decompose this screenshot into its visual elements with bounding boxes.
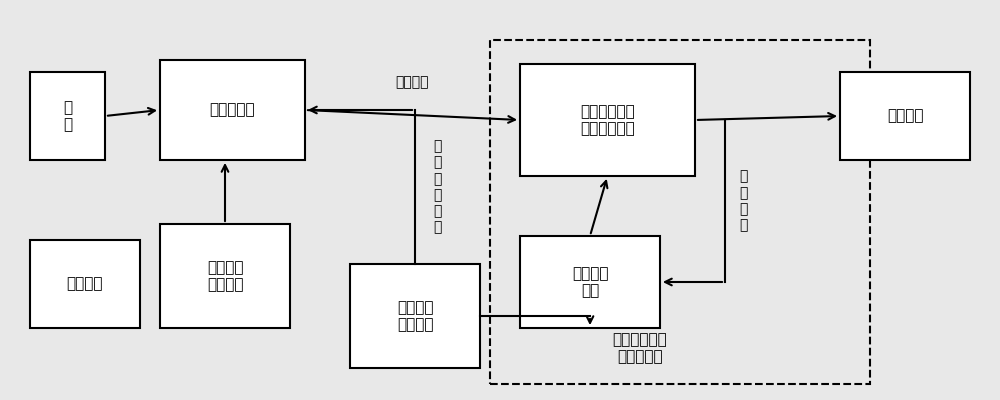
Text: 偏
置
补
偿
作
用: 偏 置 补 偿 作 用 [433,140,441,234]
Text: 相位补偿
作用: 相位补偿 作用 [572,266,608,298]
Bar [520,64,695,176]
Bar [840,72,970,160]
Bar [520,236,660,328]
Text: 一般形式差分
运算放大电路: 一般形式差分 运算放大电路 [580,104,635,136]
Bar [160,224,290,328]
Text: 参考电压
产生电路: 参考电压 产生电路 [397,300,433,332]
Text: 放
置: 放 置 [63,100,72,132]
Bar [490,40,870,384]
Bar [30,72,105,160]
Text: 反
馈
回
路: 反 馈 回 路 [739,170,747,232]
Text: 巨磁阻芯片: 巨磁阻芯片 [210,102,255,118]
Text: 偏置磁场
发生电路: 偏置磁场 发生电路 [207,260,243,292]
Bar [160,60,305,160]
Bar [30,240,140,328]
Bar [350,264,480,368]
Text: 磁屏蔽壳: 磁屏蔽壳 [67,276,103,292]
Text: 输出信号: 输出信号 [887,108,923,124]
Text: 电压信号: 电压信号 [396,75,429,89]
Text: 改进型差分运
算放大电路: 改进型差分运 算放大电路 [613,332,667,364]
